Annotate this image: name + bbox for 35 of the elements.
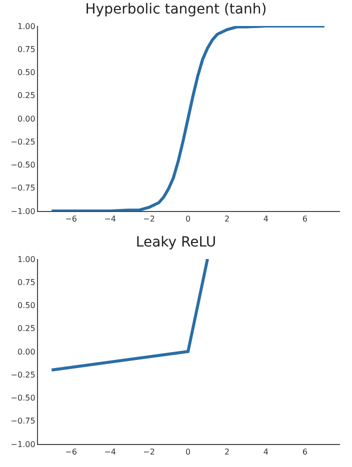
y-tick-label: 0.00 xyxy=(17,114,36,124)
x-tick-label: 4 xyxy=(263,448,269,457)
x-tick-label: 0 xyxy=(185,214,191,224)
chart-title: Hyperbolic tangent (tanh) xyxy=(85,1,267,18)
y-tick-label: −0.25 xyxy=(10,137,36,146)
x-tick-label: 4 xyxy=(263,214,269,224)
y-tick-label: 0.75 xyxy=(17,278,36,287)
y-tick-label: −1.00 xyxy=(10,440,36,449)
x-tick-label: 2 xyxy=(224,214,230,224)
x-tick-label: 2 xyxy=(224,448,230,457)
x-tick-label: 6 xyxy=(302,214,308,224)
y-tick-label: 0.25 xyxy=(17,91,36,100)
y-tick-label: −0.75 xyxy=(10,184,36,193)
chart-title: Leaky ReLU xyxy=(136,234,216,250)
y-tick-label: −1.00 xyxy=(10,206,36,216)
y-tick-label: 1.00 xyxy=(17,254,36,264)
y-tick-label: 0.50 xyxy=(17,68,36,78)
y-tick-label: 0.75 xyxy=(17,44,36,54)
y-tick-label: 0.25 xyxy=(17,324,36,334)
x-tick-label: −2 xyxy=(143,448,155,457)
y-tick-label: 1.00 xyxy=(17,22,36,31)
y-tick-label: 0.50 xyxy=(17,301,36,310)
x-tick-label: 0 xyxy=(185,448,191,457)
y-tick-label: 0.00 xyxy=(17,347,36,356)
y-tick-label: −0.25 xyxy=(10,370,36,380)
y-tick-label: −0.50 xyxy=(10,394,36,403)
x-tick-label: −2 xyxy=(143,214,155,224)
x-tick-label: 6 xyxy=(302,448,308,457)
line-series xyxy=(50,26,326,211)
x-tick-label: −6 xyxy=(65,448,78,457)
x-tick-label: −4 xyxy=(104,214,116,224)
y-tick-label: −0.75 xyxy=(10,416,36,426)
x-tick-label: −6 xyxy=(65,214,78,224)
x-tick-label: −4 xyxy=(104,448,116,457)
y-tick-label: −0.50 xyxy=(10,160,36,170)
